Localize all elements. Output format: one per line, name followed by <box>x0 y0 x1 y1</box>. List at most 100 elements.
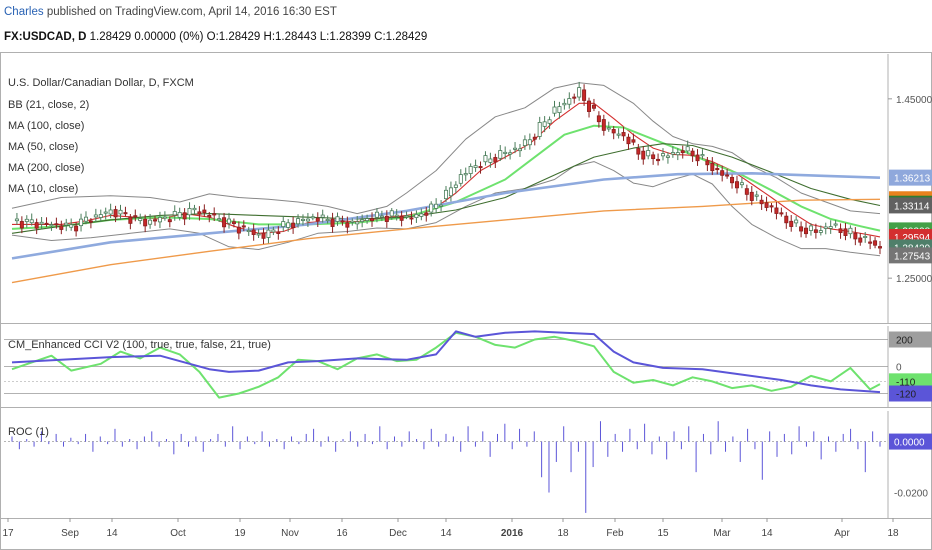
candle-body <box>582 89 587 101</box>
candle-body <box>246 230 251 233</box>
cci-value-label: -110 <box>896 377 916 388</box>
candle-body <box>853 232 858 240</box>
candle-body <box>463 173 468 176</box>
candle-body <box>355 221 360 225</box>
candle-body <box>769 205 774 208</box>
main-y-tick-label: 1.25000 <box>896 274 932 285</box>
cci-title: CM_Enhanced CCI V2 (100, true, true, fal… <box>8 339 271 351</box>
candle-body <box>133 215 138 218</box>
candle-body <box>19 221 24 229</box>
candle-body <box>493 157 498 163</box>
candle-body <box>878 246 883 249</box>
candle-body <box>429 203 434 213</box>
candle-body <box>389 210 394 217</box>
candle-body <box>670 152 675 155</box>
candle-body <box>527 139 532 146</box>
candle-body <box>370 218 375 222</box>
quote-values: 1.28429 0.00000 (0%) O:1.28429 H:1.28443… <box>86 31 428 43</box>
candle-body <box>182 212 187 220</box>
candle-body <box>577 87 582 98</box>
candle-body <box>14 218 19 222</box>
candle-body <box>399 215 404 221</box>
candle-body <box>241 225 246 228</box>
candle-body <box>69 224 74 228</box>
cci-line-cci-slow <box>11 330 881 394</box>
candle-body <box>552 106 557 114</box>
candle-body <box>606 127 611 130</box>
price-chart[interactable]: 1.250001.450001.362131.338001.333041.331… <box>0 52 932 550</box>
main-price-pane[interactable]: 1.250001.450001.362131.338001.333041.331… <box>0 54 932 324</box>
candle-body <box>710 162 715 172</box>
author-link[interactable]: Charles <box>4 6 44 18</box>
candle-body <box>572 96 577 99</box>
indicator-legend: MA (200, close) <box>8 162 84 174</box>
candle-body <box>192 207 197 211</box>
candle-body <box>823 226 828 229</box>
x-tick-label: Dec <box>389 528 407 539</box>
candles <box>14 81 883 255</box>
candle-body <box>789 220 794 227</box>
candle-body <box>345 222 350 228</box>
candle-body <box>873 240 878 246</box>
price-label-bg <box>889 247 932 264</box>
candle-body <box>384 215 389 222</box>
candle-body <box>725 174 730 177</box>
candle-body <box>379 215 384 218</box>
candle-body <box>83 216 88 222</box>
candle-body <box>764 202 769 208</box>
price-label-bg <box>889 169 932 186</box>
candle-body <box>690 150 695 157</box>
candle-body <box>591 104 596 109</box>
cci-pane[interactable]: 200 0 -110 -120 CM_Enhanced CCI V2 (100, tru… <box>0 326 932 408</box>
candle-body <box>453 184 458 188</box>
candle-body <box>266 229 271 238</box>
candle-body <box>739 182 744 186</box>
price-label: 1.29594 <box>894 233 931 244</box>
candle-body <box>226 218 231 224</box>
candle-body <box>537 122 542 137</box>
x-tick-label: 15 <box>657 528 669 539</box>
candle-body <box>779 212 784 215</box>
candle-body <box>631 139 636 143</box>
candle-body <box>611 129 616 134</box>
candle-body <box>281 221 286 228</box>
candle-body <box>488 158 493 163</box>
candle-body <box>231 221 236 225</box>
candle-body <box>641 150 646 160</box>
roc-pane[interactable]: 0.0000 -0.0200 ROC (1) <box>0 411 932 519</box>
candle-body <box>49 224 54 227</box>
candle-body <box>843 228 848 236</box>
candle-body <box>93 214 98 218</box>
candle-body <box>794 219 799 224</box>
candle-body <box>276 231 281 234</box>
candle-body <box>522 139 527 146</box>
candle-body <box>439 204 444 207</box>
candle-body <box>665 155 670 158</box>
indicator-legend: MA (100, close) <box>8 120 84 132</box>
cci-value-label: 200 <box>896 336 913 347</box>
candle-body <box>661 153 666 157</box>
candle-body <box>596 115 601 123</box>
candle-body <box>503 151 508 154</box>
candle-body <box>113 209 118 218</box>
candle-body <box>562 102 567 106</box>
candle-body <box>567 98 572 105</box>
candle-body <box>305 218 310 222</box>
candle-body <box>374 211 379 218</box>
candle-body <box>759 199 764 205</box>
indicator-legend: BB (21, close, 2) <box>8 99 89 111</box>
candle-body <box>749 191 754 201</box>
x-tick-label: Nov <box>281 528 299 539</box>
cci-value-bg <box>889 331 932 348</box>
candle-body <box>621 132 626 137</box>
candle-body <box>685 146 690 152</box>
x-tick-label: 2016 <box>501 528 524 539</box>
candle-body <box>517 148 522 152</box>
candle-body <box>157 217 162 223</box>
x-tick-label: 14 <box>106 528 118 539</box>
candle-body <box>513 147 518 150</box>
candle-body <box>162 216 167 219</box>
candle-body <box>799 226 804 232</box>
candle-body <box>808 225 813 231</box>
candle-body <box>300 218 305 221</box>
